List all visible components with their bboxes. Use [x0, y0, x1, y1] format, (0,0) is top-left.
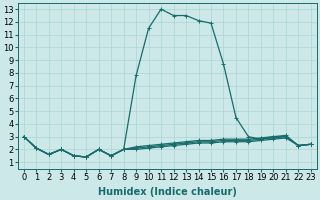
X-axis label: Humidex (Indice chaleur): Humidex (Indice chaleur) — [98, 187, 237, 197]
